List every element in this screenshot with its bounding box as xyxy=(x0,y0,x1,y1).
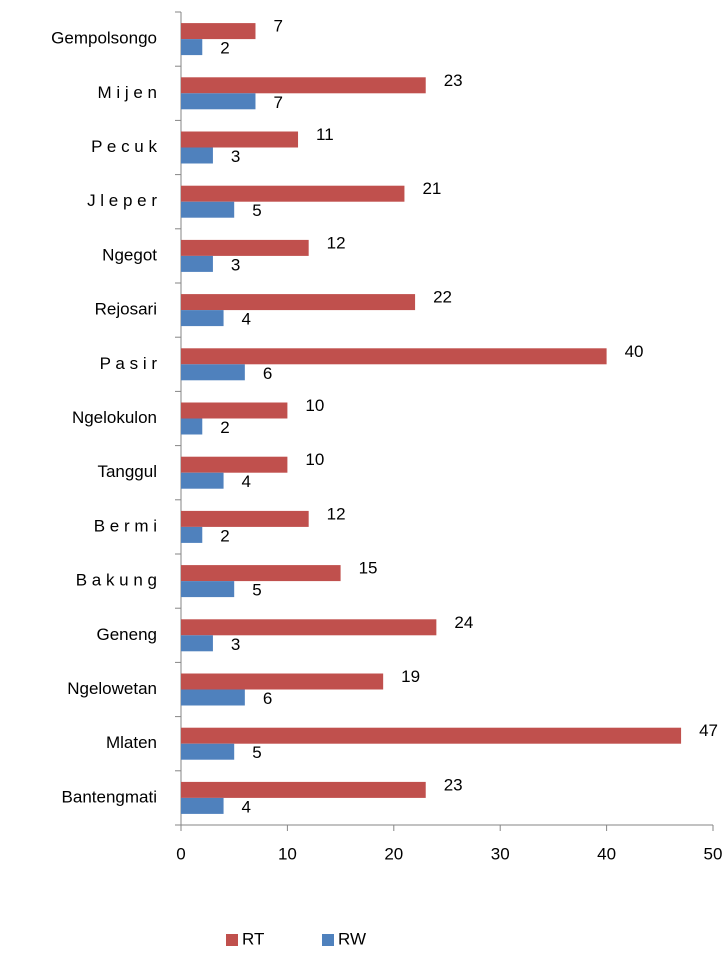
y-tick-label: B a k u n g xyxy=(76,571,157,590)
bar xyxy=(181,743,235,760)
bar xyxy=(181,673,384,690)
legend-label: RT xyxy=(242,929,264,948)
y-tick-label: Bantengmati xyxy=(62,787,157,806)
legend-label: RW xyxy=(338,929,366,948)
data-label: 21 xyxy=(422,179,441,198)
bar xyxy=(181,619,437,636)
y-tick-label: Ngelokulon xyxy=(72,408,157,427)
data-label: 3 xyxy=(231,147,240,166)
y-tick-label: P e c u k xyxy=(91,137,157,156)
x-tick-label: 20 xyxy=(384,844,403,863)
data-label: 7 xyxy=(273,17,282,36)
legend-swatch xyxy=(226,934,238,946)
y-tick-label: Gempolsongo xyxy=(51,29,157,48)
bar xyxy=(181,418,203,435)
bar xyxy=(181,364,245,381)
bar xyxy=(181,581,235,598)
y-tick-label: B e r m i xyxy=(94,516,157,535)
y-tick-label: Tanggul xyxy=(97,462,157,481)
data-label: 4 xyxy=(242,310,251,329)
x-tick-label: 50 xyxy=(704,844,723,863)
data-label: 23 xyxy=(444,775,463,794)
bar xyxy=(181,348,607,365)
data-label: 2 xyxy=(220,418,229,437)
y-tick-label: Geneng xyxy=(97,625,158,644)
data-label: 47 xyxy=(699,721,718,740)
data-label: 5 xyxy=(252,581,261,600)
data-label: 40 xyxy=(625,342,644,361)
data-label: 5 xyxy=(252,743,261,762)
bar xyxy=(181,797,224,814)
legend-swatch xyxy=(322,934,334,946)
data-label: 10 xyxy=(305,396,324,415)
bar xyxy=(181,565,341,582)
bar xyxy=(181,526,203,543)
y-tick-label: Rejosari xyxy=(95,300,157,319)
data-label: 15 xyxy=(359,559,378,578)
data-label: 4 xyxy=(242,472,251,491)
bar xyxy=(181,77,426,94)
y-tick-label: M i j e n xyxy=(97,83,157,102)
data-label: 4 xyxy=(242,797,251,816)
bar xyxy=(181,510,309,527)
data-label: 7 xyxy=(273,93,282,112)
bar xyxy=(181,255,213,272)
bar xyxy=(181,185,405,202)
data-label: 12 xyxy=(327,233,346,252)
y-tick-label: Ngelowetan xyxy=(67,679,157,698)
data-label: 24 xyxy=(454,613,473,632)
bar xyxy=(181,23,256,40)
data-label: 5 xyxy=(252,201,261,220)
x-tick-label: 10 xyxy=(278,844,297,863)
data-label: 11 xyxy=(316,125,334,144)
y-tick-label: Mlaten xyxy=(106,733,157,752)
data-label: 6 xyxy=(263,689,272,708)
data-label: 23 xyxy=(444,71,463,90)
data-label: 2 xyxy=(220,526,229,545)
bar xyxy=(181,239,309,256)
data-label: 22 xyxy=(433,288,452,307)
x-tick-label: 30 xyxy=(491,844,510,863)
bar xyxy=(181,727,682,744)
bar xyxy=(181,294,416,311)
y-tick-label: J l e p e r xyxy=(87,191,157,210)
bar xyxy=(181,472,224,489)
bar xyxy=(181,147,213,164)
y-tick-label: P a s i r xyxy=(100,354,158,373)
y-tick-label: Ngegot xyxy=(102,245,157,264)
bar xyxy=(181,310,224,327)
bar xyxy=(181,131,299,148)
bar xyxy=(181,93,256,110)
bar xyxy=(181,39,203,56)
bar xyxy=(181,781,426,798)
bar xyxy=(181,456,288,473)
data-label: 19 xyxy=(401,667,420,686)
data-label: 2 xyxy=(220,39,229,58)
bar xyxy=(181,402,288,419)
data-label: 10 xyxy=(305,450,324,469)
bar xyxy=(181,201,235,218)
data-label: 3 xyxy=(231,635,240,654)
bar xyxy=(181,689,245,706)
x-tick-label: 40 xyxy=(597,844,616,863)
data-label: 6 xyxy=(263,364,272,383)
x-tick-label: 0 xyxy=(176,844,185,863)
bar xyxy=(181,635,213,652)
data-label: 3 xyxy=(231,255,240,274)
data-label: 12 xyxy=(327,504,346,523)
